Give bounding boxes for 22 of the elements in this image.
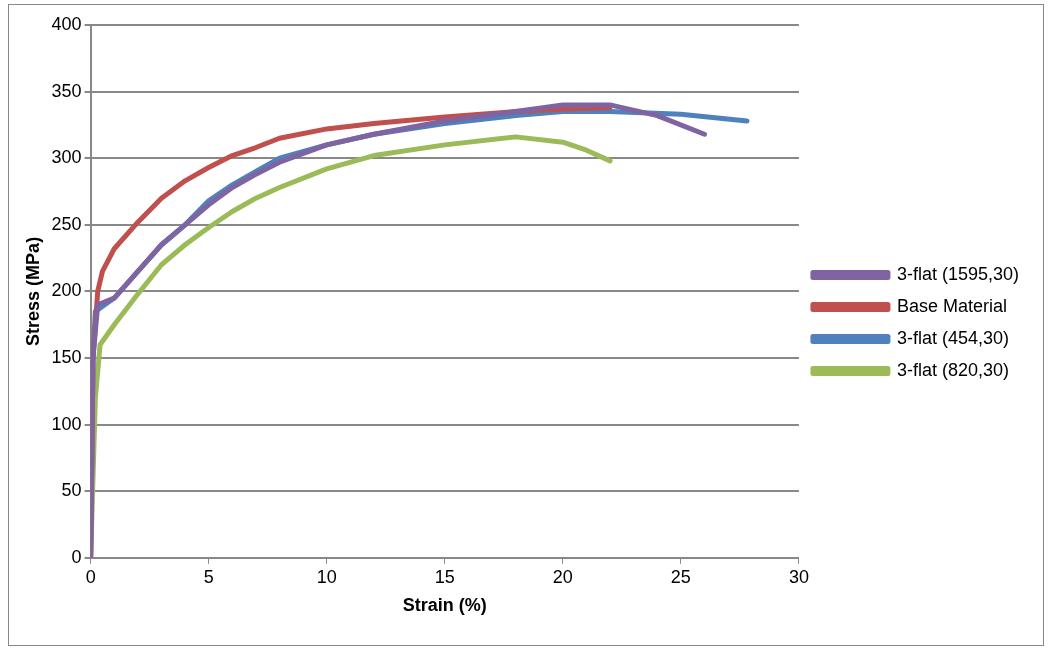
x-tick-label: 20 [552,566,573,587]
x-axis-title: Strain (%) [402,595,487,616]
y-tick-label: 250 [51,213,82,234]
y-tick-label: 100 [51,413,82,434]
legend-label: 3-flat (820,30) [896,359,1009,380]
y-axis-title: Stress (MPa) [22,236,43,346]
x-tick-label: 30 [788,566,809,587]
x-tick-label: 10 [316,566,337,587]
legend-label: Base Material [896,295,1007,316]
x-tick-label: 25 [670,566,691,587]
x-tick-label: 5 [203,566,214,587]
x-tick-label: 15 [434,566,455,587]
y-tick-label: 400 [51,13,82,34]
legend-label: 3-flat (454,30) [896,327,1009,348]
y-tick-label: 0 [71,546,82,567]
legend-label: 3-flat (1595,30) [896,263,1020,284]
y-tick-label: 200 [51,280,82,301]
y-tick-label: 350 [51,80,82,101]
y-tick-label: 300 [51,147,82,168]
y-tick-label: 150 [51,346,82,367]
y-tick-label: 50 [61,480,82,501]
x-tick-label: 0 [85,566,96,587]
